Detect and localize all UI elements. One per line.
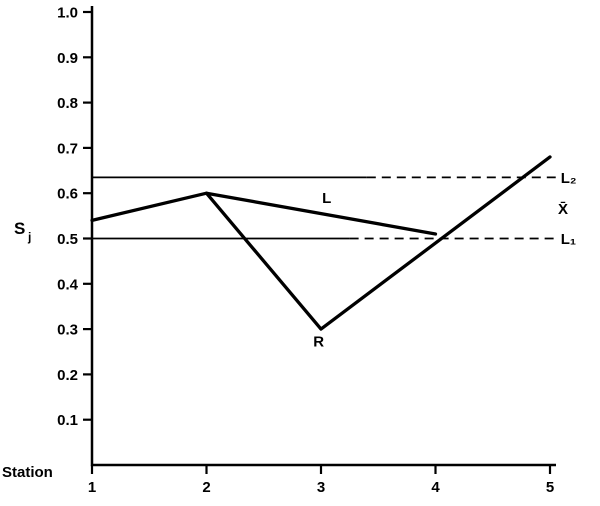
x-tick-label: 2: [202, 479, 210, 496]
x-tick-label: 1: [88, 479, 96, 496]
axes: [90, 6, 556, 467]
y-tick-label: 0.6: [57, 186, 78, 203]
annotation-mean: X̄: [558, 200, 568, 218]
series-label-R: R: [313, 333, 324, 350]
y-tick-label: 0.1: [57, 412, 78, 429]
series-line-R: [204, 155, 552, 331]
y-tick-label: 0.8: [57, 95, 78, 112]
y-tick-label: 0.9: [57, 50, 78, 67]
series-label-L: L: [322, 190, 331, 207]
y-axis-title: S: [14, 219, 25, 238]
reference-line-label-L2: L₂: [561, 170, 577, 187]
reference-line-label-L1: L₁: [561, 231, 576, 248]
y-tick-label: 0.4: [57, 276, 79, 293]
x-tick-label: 4: [431, 479, 440, 496]
x-tick-label: 3: [317, 479, 325, 496]
x-tick-label: 5: [546, 479, 554, 496]
y-tick-label: 0.3: [57, 322, 78, 339]
series-line-L: [90, 191, 438, 236]
y-tick-label: 0.7: [57, 140, 78, 157]
y-axis-title-subscript: j: [27, 230, 31, 244]
y-tick-label: 0.2: [57, 367, 78, 384]
y-tick-label: 1.0: [57, 5, 78, 22]
y-tick-label: 0.5: [57, 231, 78, 248]
x-axis-title: Station: [2, 464, 53, 481]
